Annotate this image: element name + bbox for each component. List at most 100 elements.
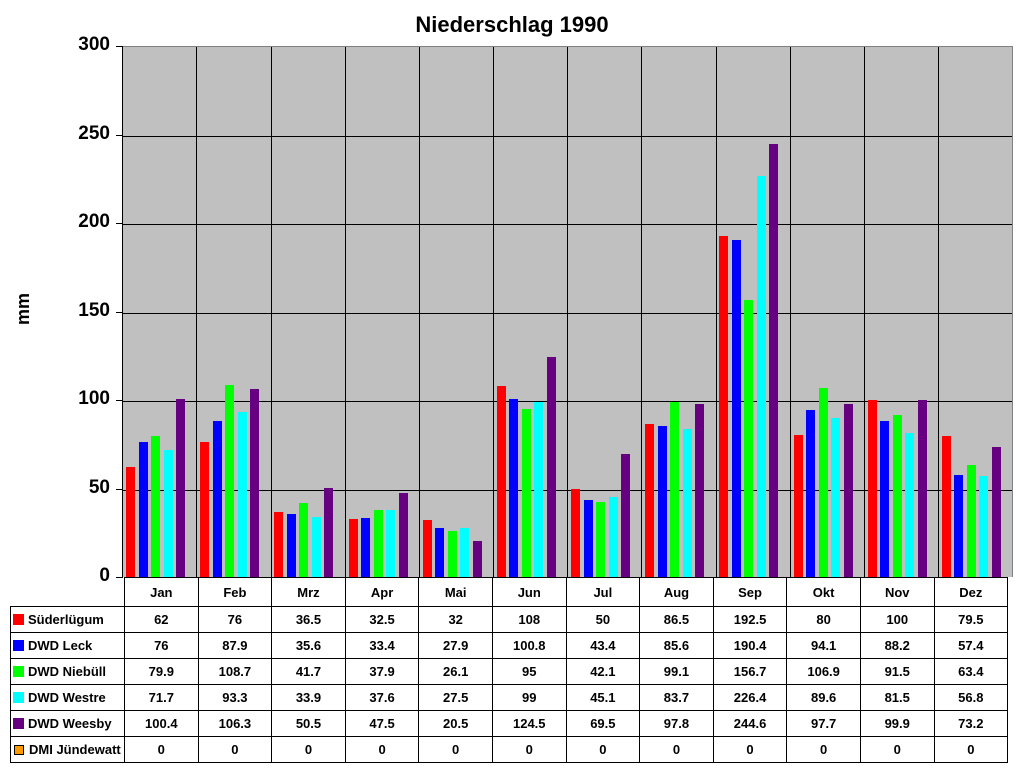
y-tick-label: 300	[78, 34, 110, 55]
table-row: DWD Niebüll 79.9 108.7 41.7 37.9 26.1 95 42.1 99…	[10, 658, 1009, 685]
legend-swatch-icon	[13, 614, 24, 625]
bar-dwd-weesby-feb	[250, 388, 260, 577]
bar-dwd-nieb-ll-nov	[892, 415, 902, 577]
table-cell: 100.8	[491, 632, 567, 659]
table-cell: 106.3	[197, 710, 273, 737]
bar-dwd-weesby-dez	[991, 447, 1001, 577]
category-label: Jul	[565, 577, 641, 607]
table-cell: 99.1	[639, 658, 714, 685]
table-cell: 88.2	[859, 632, 935, 659]
series-name: Süderlügum	[28, 612, 104, 627]
table-cell: 62	[124, 606, 199, 633]
table-cell: 57.4	[933, 632, 1009, 659]
series-name: DWD Westre	[28, 690, 106, 705]
table-cell: 0	[124, 736, 199, 763]
table-cell: 69.5	[565, 710, 641, 737]
table-corner	[10, 577, 125, 607]
bar-dwd-leck-okt	[806, 410, 815, 577]
bar-dwd-nieb-ll-jun	[521, 408, 531, 577]
table-header-row: Jan Feb Mrz Apr Mai Jun Jul Aug Sep Okt Nov Dez	[10, 577, 1009, 607]
table-cell: 37.6	[344, 684, 420, 711]
table-cell: 85.6	[639, 632, 714, 659]
bar-s-derl-gum-jun	[496, 385, 506, 577]
category-label: Sep	[712, 577, 788, 607]
legend-swatch-icon	[13, 718, 24, 729]
y-tick-label: 0	[99, 565, 110, 586]
table-cell: 63.4	[933, 658, 1009, 685]
bar-s-derl-gum-mai	[422, 520, 432, 577]
bar-s-derl-gum-sep	[719, 236, 729, 577]
bar-dwd-weesby-jun	[546, 356, 556, 577]
legend-entry: DWD Westre	[10, 684, 125, 711]
bar-dwd-nieb-ll-mai	[447, 530, 457, 577]
v-gridline	[196, 47, 198, 577]
bar-dwd-weesby-jul	[621, 454, 630, 577]
category-label: Dez	[933, 577, 1009, 607]
table-cell: 226.4	[712, 684, 788, 711]
y-tick	[116, 400, 123, 401]
table-cell: 0	[712, 736, 788, 763]
table-cell: 0	[344, 736, 420, 763]
table-row: DWD Westre 71.7 93.3 33.9 37.6 27.5 99 45.1 83.7…	[10, 684, 1009, 711]
bar-dwd-leck-feb	[212, 421, 222, 577]
table-cell: 27.5	[418, 684, 493, 711]
table-cell: 95	[491, 658, 567, 685]
table-cell: 0	[491, 736, 567, 763]
legend-swatch-icon	[13, 666, 24, 677]
table-cell: 91.5	[859, 658, 935, 685]
v-gridline	[715, 47, 717, 577]
category-label: Feb	[197, 577, 273, 607]
v-gridline	[418, 47, 420, 577]
table-cell: 50.5	[271, 710, 346, 737]
v-gridline	[938, 47, 940, 577]
bar-dwd-leck-jan	[138, 442, 148, 577]
v-gridline	[567, 47, 569, 577]
bar-dwd-nieb-ll-mrz	[299, 503, 309, 577]
bar-dwd-weesby-mrz	[324, 487, 334, 577]
series-name: DWD Niebüll	[28, 664, 106, 679]
bar-dwd-leck-sep	[731, 240, 741, 577]
legend-entry: DWD Leck	[10, 632, 125, 659]
table-cell: 76	[124, 632, 199, 659]
y-tick	[116, 311, 123, 313]
legend-swatch-icon	[14, 745, 24, 755]
bar-s-derl-gum-aug	[645, 423, 655, 577]
y-tick-label: 150	[78, 299, 110, 321]
table-cell: 0	[565, 736, 641, 763]
table-cell: 190.4	[712, 632, 788, 659]
bar-dwd-westre-dez	[979, 476, 989, 577]
table-cell: 33.4	[344, 632, 420, 659]
table-cell: 36.5	[271, 606, 346, 633]
table-cell: 33.9	[271, 684, 346, 711]
bar-s-derl-gum-dez	[941, 436, 951, 577]
table-cell: 0	[197, 736, 273, 763]
table-cell: 43.4	[565, 632, 641, 659]
bar-dwd-westre-mai	[460, 528, 470, 577]
bar-dwd-leck-jun	[509, 398, 519, 577]
table-cell: 45.1	[565, 684, 641, 711]
table-cell: 124.5	[491, 710, 567, 737]
bar-dwd-westre-feb	[237, 411, 247, 577]
table-cell: 0	[786, 736, 861, 763]
category-label: Jan	[124, 577, 199, 607]
table-cell: 47.5	[344, 710, 420, 737]
table-cell: 99.9	[859, 710, 935, 737]
table-cell: 80	[786, 606, 861, 633]
table-cell: 79.9	[124, 658, 199, 685]
bar-dwd-nieb-ll-okt	[818, 387, 828, 577]
series-name: DWD Weesby	[28, 716, 112, 731]
y-tick-label: 200	[78, 211, 110, 232]
table-row: DWD Leck 76 87.9 35.6 33.4 27.9 100.8 43.4 85.6 1…	[10, 632, 1009, 659]
table-cell: 94.1	[786, 632, 861, 659]
bar-dwd-weesby-okt	[843, 404, 853, 577]
y-tick-label: 50	[88, 476, 110, 498]
table-cell: 192.5	[712, 606, 788, 633]
bar-dwd-westre-jan	[163, 450, 173, 577]
bar-dwd-westre-jun	[534, 401, 544, 577]
table-cell: 37.9	[344, 658, 420, 685]
bar-dwd-weesby-aug	[695, 403, 705, 577]
legend-entry: Süderlügum	[10, 606, 125, 633]
category-label: Okt	[786, 577, 861, 607]
bar-dwd-nieb-ll-dez	[966, 464, 976, 577]
table-row: Süderlügum 62 76 36.5 32.5 32 108 50 86.5 192.5 80…	[10, 606, 1009, 633]
